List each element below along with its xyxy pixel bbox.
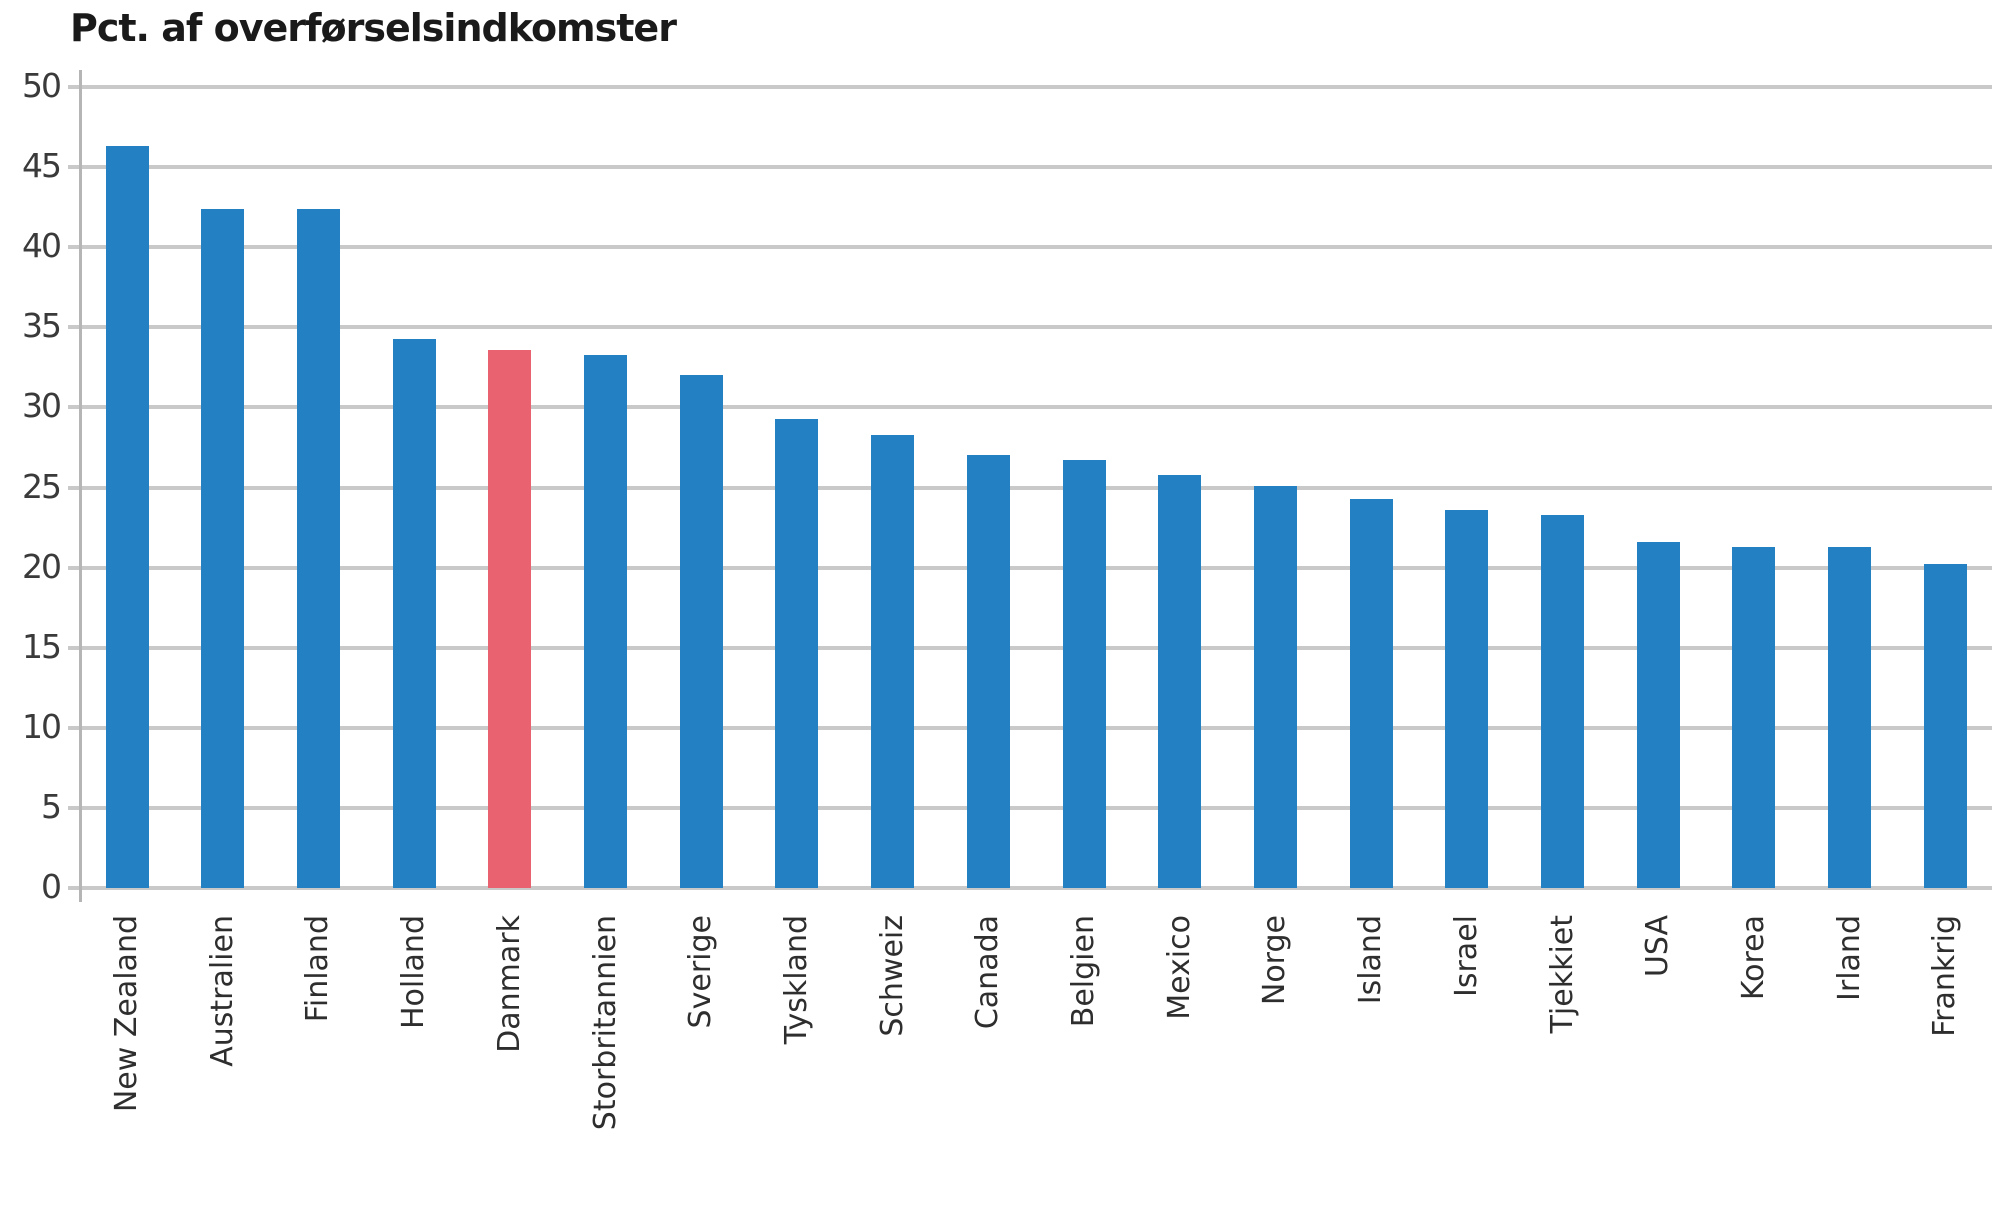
x-tick-label-container: Finland — [298, 915, 338, 1195]
x-tick-label-container: Canada — [968, 915, 1008, 1195]
x-tick-label: Canada — [970, 915, 1006, 1030]
x-tick-label: Frankrig — [1927, 915, 1963, 1037]
bar-tyskland — [775, 418, 819, 888]
x-tick-label: Danmark — [491, 915, 527, 1053]
x-tick-label-container: Mexico — [1160, 915, 1200, 1195]
bar-israel — [1445, 509, 1489, 888]
bar-frankrig — [1923, 564, 1967, 888]
x-tick-label-container: Danmark — [490, 915, 530, 1195]
x-tick-label-container: Israel — [1447, 915, 1487, 1195]
gridline — [68, 245, 1992, 250]
y-tick-label: 10 — [22, 706, 62, 746]
bar-new-zealand — [105, 146, 149, 888]
bar-korea — [1732, 546, 1776, 888]
x-tick-label: Israel — [1448, 915, 1484, 997]
chart-title: Pct. af overførselsindkomster — [70, 6, 677, 50]
y-tick-label: 35 — [22, 306, 62, 346]
gridline — [68, 645, 1992, 650]
x-tick-label-container: USA — [1638, 915, 1678, 1195]
x-tick-label-container: Korea — [1734, 915, 1774, 1195]
gridline — [68, 405, 1992, 410]
x-tick-label-container: Tjekkiet — [1543, 915, 1583, 1195]
bar-finland — [296, 208, 340, 888]
x-tick-label-container: Tyskland — [777, 915, 817, 1195]
x-tick-label-container: Schweiz — [873, 915, 913, 1195]
bar-tjekkiet — [1541, 514, 1584, 888]
x-tick-label: USA — [1640, 915, 1676, 978]
gridline — [68, 485, 1992, 490]
x-tick-label: New Zealand — [109, 915, 144, 1113]
bar-island — [1349, 498, 1393, 888]
bar-irland — [1828, 546, 1872, 888]
gridline — [68, 565, 1992, 570]
x-tick-label: Irland — [1831, 915, 1867, 1001]
y-tick-label: 5 — [41, 786, 62, 826]
x-tick-label-container: Holland — [394, 915, 434, 1195]
y-tick-label: 40 — [22, 226, 62, 266]
gridline — [68, 805, 1992, 810]
x-tick-label: Korea — [1735, 915, 1771, 1001]
bar-usa — [1636, 541, 1680, 888]
gridline — [68, 725, 1992, 730]
x-tick-label-container: Island — [1351, 915, 1391, 1195]
x-tick-label: Australien — [204, 915, 240, 1067]
bar-danmark — [488, 349, 532, 888]
gridline — [68, 85, 1992, 89]
x-tick-label: Storbritannien — [587, 915, 623, 1131]
bar-canada — [966, 455, 1010, 888]
x-tick-label: Schweiz — [874, 915, 910, 1037]
gridline — [68, 165, 1992, 170]
y-tick-label: 15 — [22, 626, 62, 666]
x-tick-label: Belgien — [1066, 915, 1101, 1028]
y-tick-label: 25 — [22, 466, 62, 506]
x-tick-label-container: Sverige — [681, 915, 721, 1195]
y-tick-label: 45 — [22, 146, 62, 186]
bar-belgien — [1062, 460, 1106, 888]
x-tick-label: Norge — [1257, 915, 1293, 1006]
x-tick-label-container: Belgien — [1064, 915, 1104, 1195]
y-tick-label: 30 — [22, 386, 62, 426]
x-tick-label-container: Storbritannien — [586, 915, 626, 1195]
bar-schweiz — [871, 434, 915, 888]
x-tick-label-container: New Zealand — [107, 915, 147, 1195]
y-tick-label: 50 — [22, 66, 62, 105]
x-tick-label: Sverige — [683, 915, 719, 1029]
x-tick-label: Holland — [396, 915, 432, 1030]
y-axis-line — [79, 70, 82, 902]
x-tick-label: Mexico — [1161, 915, 1197, 1020]
x-tick-label: Tjekkiet — [1544, 915, 1580, 1034]
x-tick-label: Tyskland — [778, 915, 814, 1045]
bar-storbritannien — [584, 354, 627, 888]
bar-australien — [201, 208, 245, 888]
gridline — [68, 886, 1992, 890]
x-tick-label-container: Irland — [1830, 915, 1870, 1195]
x-tick-label-container: Australien — [203, 915, 243, 1195]
bar-holland — [392, 338, 436, 888]
y-tick-label: 20 — [22, 546, 62, 586]
gridline — [68, 325, 1992, 330]
x-tick-label-container: Frankrig — [1925, 915, 1965, 1195]
bar-mexico — [1158, 474, 1202, 888]
x-tick-label: Finland — [300, 915, 336, 1023]
bar-sverige — [679, 375, 723, 888]
x-tick-label: Island — [1353, 915, 1389, 1005]
bar-norge — [1253, 485, 1297, 888]
x-tick-label-container: Norge — [1255, 915, 1295, 1195]
y-tick-label: 0 — [41, 867, 62, 906]
